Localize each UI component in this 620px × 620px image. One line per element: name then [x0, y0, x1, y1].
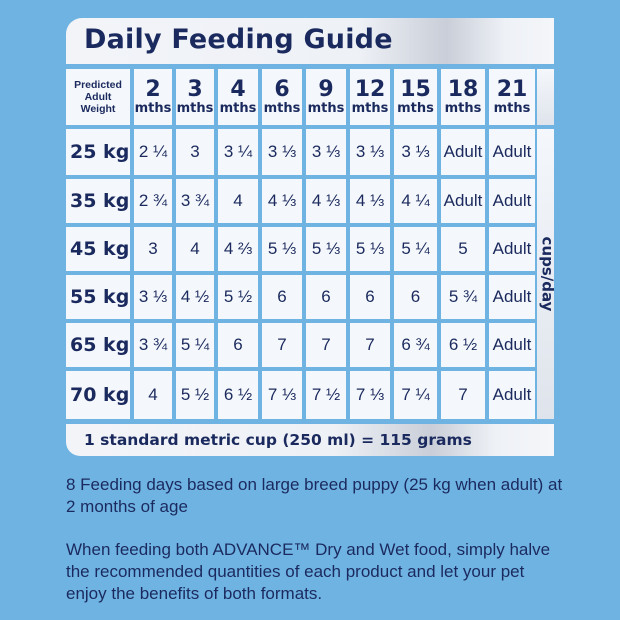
cup-conversion-text: 1 standard metric cup (250 ml) = 115 gra… [84, 431, 472, 449]
month-unit: mths [351, 101, 389, 116]
header-weight-label: Predicted Adult Weight [66, 69, 130, 125]
cups-cell: Adult [489, 323, 535, 367]
cups-cell: 4 ¼ [394, 179, 437, 223]
weight-cell: 35 kg [66, 179, 130, 223]
month-unit: mths [493, 101, 531, 116]
month-number: 15 [400, 77, 431, 102]
month-unit: mths [176, 101, 214, 116]
side-label-wrap: cups/day [537, 129, 557, 419]
cups-cell: 3 [134, 227, 172, 271]
cups-cell: 4 ½ [176, 275, 214, 319]
month-number: 3 [187, 77, 203, 102]
cups-cell: Adult [489, 275, 535, 319]
cups-cell: 5 ⅓ [262, 227, 302, 271]
cups-cell: 6 ½ [441, 323, 485, 367]
weight-cell: 45 kg [66, 227, 130, 271]
cups-cell: 3 ⅓ [262, 129, 302, 175]
month-unit: mths [307, 101, 345, 116]
month-header: 6 mths [262, 69, 302, 125]
cups-cell: Adult [489, 227, 535, 271]
month-header: 9 mths [306, 69, 346, 125]
cups-cell: 6 [218, 323, 258, 367]
cups-cell: 7 [306, 323, 346, 367]
cups-cell: 4 [218, 179, 258, 223]
month-header: 4 mths [218, 69, 258, 125]
month-header: 2 mths [134, 69, 172, 125]
cups-cell: 3 ⅓ [306, 129, 346, 175]
cups-cell: 3 ⅓ [394, 129, 437, 175]
cups-cell: 5 ¼ [176, 323, 214, 367]
cups-cell: 7 ½ [306, 371, 346, 419]
cups-cell: 3 [176, 129, 214, 175]
month-header: 15 mths [394, 69, 437, 125]
cups-cell: 6 [306, 275, 346, 319]
cups-cell: 4 ⅔ [218, 227, 258, 271]
weight-cell: 55 kg [66, 275, 130, 319]
cups-cell: 7 [350, 323, 390, 367]
cups-cell: Adult [489, 371, 535, 419]
cups-cell: 5 ¾ [441, 275, 485, 319]
cups-cell: Adult [441, 129, 485, 175]
cups-cell: 7 [441, 371, 485, 419]
side-column [537, 129, 554, 419]
month-unit: mths [397, 101, 434, 116]
cups-cell: Adult [489, 179, 535, 223]
cups-cell: 5 ¼ [394, 227, 437, 271]
month-number: 9 [318, 77, 334, 102]
month-unit: mths [263, 101, 301, 116]
month-unit: mths [219, 101, 257, 116]
cups-cell: 2 ¼ [134, 129, 172, 175]
feeding-note: 8 Feeding days based on large breed pupp… [66, 475, 563, 516]
month-number: 6 [274, 77, 290, 102]
cups-cell: 7 ⅓ [262, 371, 302, 419]
cups-cell: 3 ⅓ [134, 275, 172, 319]
title-bar: Daily Feeding Guide [66, 18, 554, 64]
cups-cell: 3 ¾ [134, 323, 172, 367]
cups-cell: 5 ½ [176, 371, 214, 419]
weight-cell: 25 kg [66, 129, 130, 175]
month-unit: mths [444, 101, 482, 116]
cups-cell: 5 [441, 227, 485, 271]
cup-conversion-bar: 1 standard metric cup (250 ml) = 115 gra… [66, 424, 554, 456]
cups-cell: Adult [489, 129, 535, 175]
weight-cell: 65 kg [66, 323, 130, 367]
cups-cell: 6 [262, 275, 302, 319]
cups-cell: 6 [394, 275, 437, 319]
month-number: 4 [230, 77, 246, 102]
side-column-top [537, 69, 554, 125]
month-header: 21 mths [489, 69, 535, 125]
cups-cell: 5 ½ [218, 275, 258, 319]
weight-cell: 70 kg [66, 371, 130, 419]
cups-cell: 3 ¾ [176, 179, 214, 223]
month-header: 3 mths [176, 69, 214, 125]
cups-cell: 7 [262, 323, 302, 367]
feeding-table: Predicted Adult Weight 2 mths 3 mths 4 mths 6 m… [66, 69, 557, 419]
cups-cell: 4 ⅓ [262, 179, 302, 223]
cups-cell: 3 ¼ [218, 129, 258, 175]
dry-wet-note: When feeding both ADVANCE™ Dry and Wet f… [66, 540, 551, 603]
month-header: 18 mths [441, 69, 485, 125]
cups-cell: Adult [441, 179, 485, 223]
cups-cell: 6 ¾ [394, 323, 437, 367]
month-number: 21 [496, 77, 528, 102]
page-title: Daily Feeding Guide [84, 24, 393, 55]
cups-cell: 4 ⅓ [306, 179, 346, 223]
cups-cell: 5 ⅓ [306, 227, 346, 271]
month-header: 12 mths [350, 69, 390, 125]
cups-cell: 4 [176, 227, 214, 271]
cups-cell: 3 ⅓ [350, 129, 390, 175]
cups-cell: 4 [134, 371, 172, 419]
cups-cell: 6 [350, 275, 390, 319]
cups-cell: 6 ½ [218, 371, 258, 419]
cups-cell: 4 ⅓ [350, 179, 390, 223]
cups-cell: 2 ¾ [134, 179, 172, 223]
cups-cell: 7 ⅓ [350, 371, 390, 419]
cups-per-day-label: cups/day [538, 236, 557, 312]
month-number: 12 [354, 77, 386, 102]
month-number: 18 [447, 77, 479, 102]
month-number: 2 [145, 77, 161, 102]
month-unit: mths [134, 101, 172, 116]
cups-cell: 5 ⅓ [350, 227, 390, 271]
cups-cell: 7 ¼ [394, 371, 437, 419]
